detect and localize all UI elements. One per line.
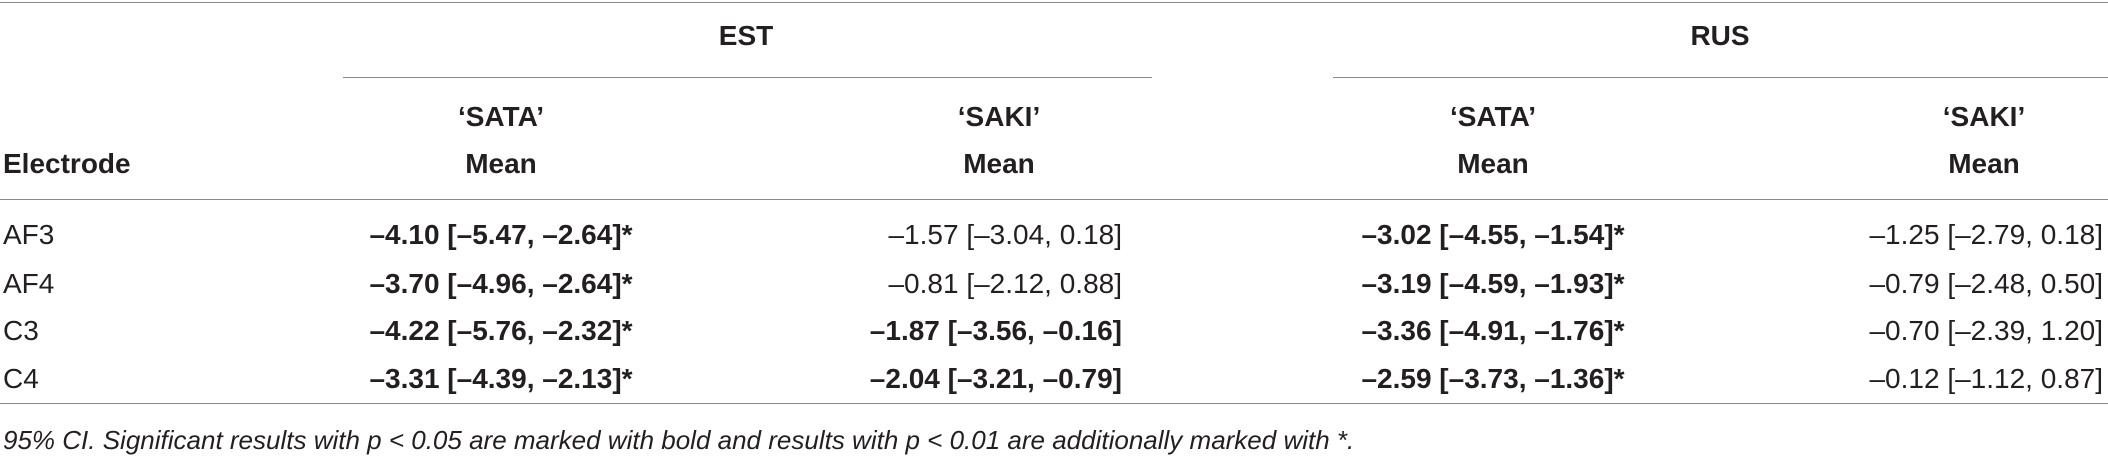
group-header: RUS <box>1690 20 1750 51</box>
row-label: C4 <box>3 363 39 394</box>
group-header: EST <box>718 20 774 51</box>
table-cell: –3.36 [–4.91, –1.76]* <box>1361 315 1625 346</box>
table-cell: –0.70 [–2.39, 1.20] <box>1869 315 2103 346</box>
table-cell: –3.19 [–4.59, –1.93]* <box>1361 268 1625 299</box>
bottom-rule <box>0 403 2108 404</box>
table-cell: –1.57 [–3.04, 0.18] <box>888 219 1122 250</box>
column-header: ‘SAKI’ <box>1942 101 2026 132</box>
table-cell: –4.22 [–5.76, –2.32]* <box>369 315 633 346</box>
top-rule <box>0 2 2108 3</box>
header-rule <box>0 199 2108 200</box>
table-cell: –2.04 [–3.21, –0.79] <box>869 363 1122 394</box>
row-label: AF4 <box>3 268 55 299</box>
footnote: 95% CI. Significant results with p < 0.0… <box>3 425 1355 455</box>
column-header: ‘SATA’ <box>1449 101 1537 132</box>
table-cell: –0.79 [–2.48, 0.50] <box>1869 268 2103 299</box>
column-subheader: Mean <box>465 148 537 179</box>
row-label: C3 <box>3 315 39 346</box>
table-cell: –1.87 [–3.56, –0.16] <box>869 315 1122 346</box>
column-subheader: Mean <box>963 148 1035 179</box>
group-rule <box>1333 77 2108 78</box>
table-cell: –0.81 [–2.12, 0.88] <box>888 268 1122 299</box>
column-header: ‘SATA’ <box>457 101 545 132</box>
row-label: AF3 <box>3 219 55 250</box>
table-cell: –0.12 [–1.12, 0.87] <box>1869 363 2103 394</box>
table-cell: –2.59 [–3.73, –1.36]* <box>1361 363 1625 394</box>
column-header: ‘SAKI’ <box>957 101 1041 132</box>
column-subheader: Mean <box>1457 148 1529 179</box>
table-cell: –3.02 [–4.55, –1.54]* <box>1361 219 1625 250</box>
group-rule <box>343 77 1152 78</box>
row-header-label: Electrode <box>3 148 131 179</box>
table-cell: –1.25 [–2.79, 0.18] <box>1869 219 2103 250</box>
table-cell: –3.31 [–4.39, –2.13]* <box>369 363 633 394</box>
table-cell: –3.70 [–4.96, –2.64]* <box>369 268 633 299</box>
table-cell: –4.10 [–5.47, –2.64]* <box>369 219 633 250</box>
column-subheader: Mean <box>1948 148 2020 179</box>
